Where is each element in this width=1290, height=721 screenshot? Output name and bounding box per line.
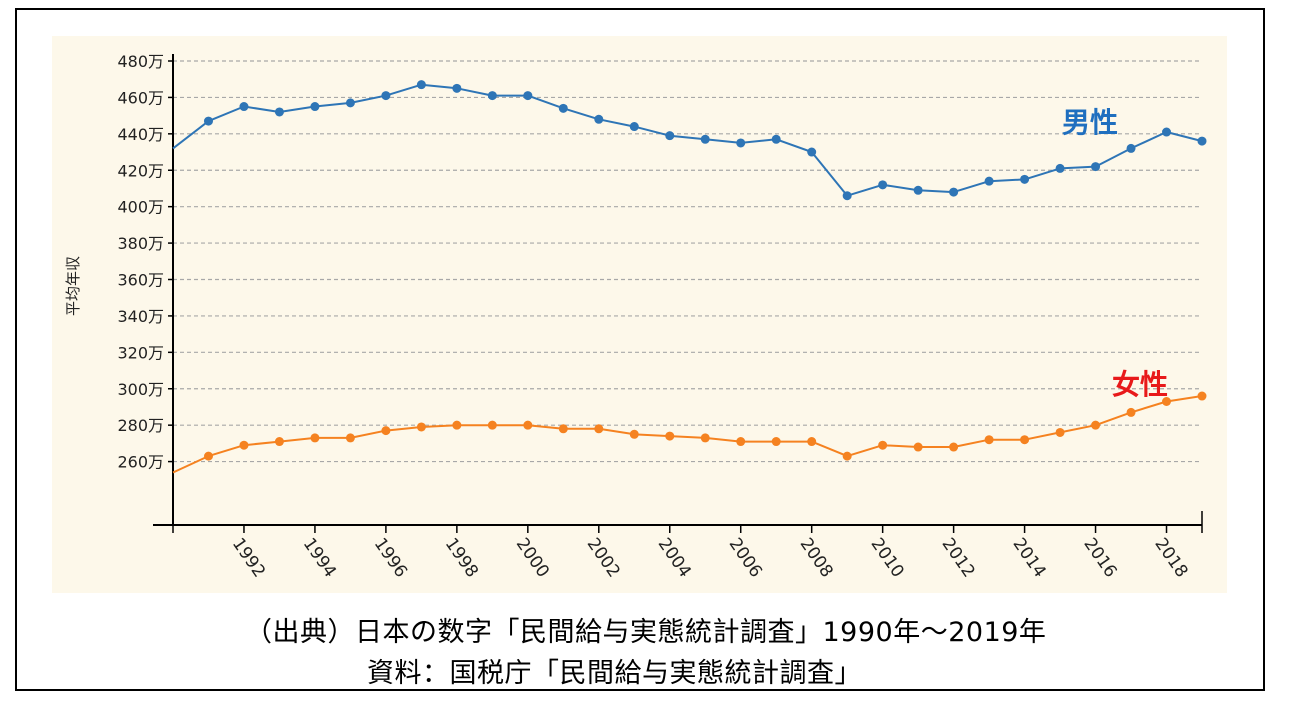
data-point xyxy=(310,433,320,443)
data-point xyxy=(452,83,462,93)
series-layer xyxy=(172,80,1207,474)
data-point xyxy=(984,176,994,186)
data-point xyxy=(700,433,710,443)
data-point xyxy=(771,134,781,144)
data-point xyxy=(594,424,604,434)
data-point xyxy=(203,116,213,126)
y-tick-label: 360万 xyxy=(117,271,164,290)
data-point xyxy=(665,431,675,441)
series-line-female xyxy=(172,395,1203,474)
data-point xyxy=(842,191,852,201)
data-point xyxy=(1091,420,1101,430)
data-point xyxy=(1126,407,1136,417)
data-point xyxy=(558,424,568,434)
data-point xyxy=(523,420,533,430)
data-point xyxy=(274,107,284,117)
y-tick-label: 440万 xyxy=(117,125,164,144)
data-point xyxy=(736,138,746,148)
y-tick-label: 260万 xyxy=(117,453,164,472)
data-point xyxy=(629,122,639,132)
data-point xyxy=(878,440,888,450)
y-tick-label: 420万 xyxy=(117,161,164,180)
data-point xyxy=(594,114,604,124)
line-chart: 260万 280万 300万 320万 340万 360万 380万 400万 420万 440万… xyxy=(52,36,1227,593)
series-label-male: 男性 xyxy=(1062,106,1118,139)
data-point xyxy=(1162,396,1172,406)
data-point xyxy=(1020,174,1030,184)
y-tick-label: 480万 xyxy=(117,52,164,71)
data-point xyxy=(949,442,959,452)
source-caption: （出典）日本の数字「民間給与実態統計調査」1990年～2019年 xyxy=(245,617,1047,648)
data-point xyxy=(239,102,249,112)
data-point xyxy=(807,437,817,447)
series-label-female: 女性 xyxy=(1112,368,1168,401)
data-point xyxy=(416,80,426,90)
data-point xyxy=(416,422,426,432)
data-point xyxy=(523,91,533,101)
data-point xyxy=(487,420,497,430)
y-tick-label: 380万 xyxy=(117,234,164,253)
data-point xyxy=(700,134,710,144)
y-axis-title: 平均年収 xyxy=(64,256,82,316)
data-point xyxy=(345,98,355,108)
series-line-male xyxy=(172,83,1203,197)
data-point xyxy=(984,435,994,445)
data-point xyxy=(239,440,249,450)
data-source-caption: 資料：国税庁「民間給与実態統計調査」 xyxy=(367,658,862,689)
data-point xyxy=(736,437,746,447)
data-point xyxy=(665,131,675,141)
grid-lines xyxy=(173,60,1202,463)
data-point xyxy=(381,91,391,101)
data-point xyxy=(452,420,462,430)
data-point xyxy=(842,451,852,461)
data-point xyxy=(1091,162,1101,172)
y-tick-label: 460万 xyxy=(117,88,164,107)
data-point xyxy=(558,103,568,113)
data-point xyxy=(913,442,923,452)
data-point xyxy=(949,187,959,197)
y-tick-label: 320万 xyxy=(117,343,164,362)
y-tick-label: 300万 xyxy=(117,380,164,399)
data-point xyxy=(310,102,320,112)
data-point xyxy=(1197,391,1207,401)
data-point xyxy=(771,437,781,447)
y-tick-label: 400万 xyxy=(117,198,164,217)
data-point xyxy=(629,429,639,439)
data-point xyxy=(1126,143,1136,153)
data-point xyxy=(1055,163,1065,173)
data-point xyxy=(878,180,888,190)
figure-frame: 260万 280万 300万 320万 340万 360万 380万 400万 420万 440万… xyxy=(15,8,1265,691)
plot-background xyxy=(52,36,1227,593)
data-point xyxy=(381,426,391,436)
data-point xyxy=(807,147,817,157)
data-point xyxy=(345,433,355,443)
y-tick-label: 280万 xyxy=(117,416,164,435)
data-point xyxy=(913,185,923,195)
data-point xyxy=(1197,136,1207,146)
data-point xyxy=(487,91,497,101)
y-tick-label: 340万 xyxy=(117,307,164,326)
data-point xyxy=(1055,427,1065,437)
data-point xyxy=(203,451,213,461)
data-point xyxy=(274,437,284,447)
data-point xyxy=(1162,127,1172,137)
data-point xyxy=(1020,435,1030,445)
